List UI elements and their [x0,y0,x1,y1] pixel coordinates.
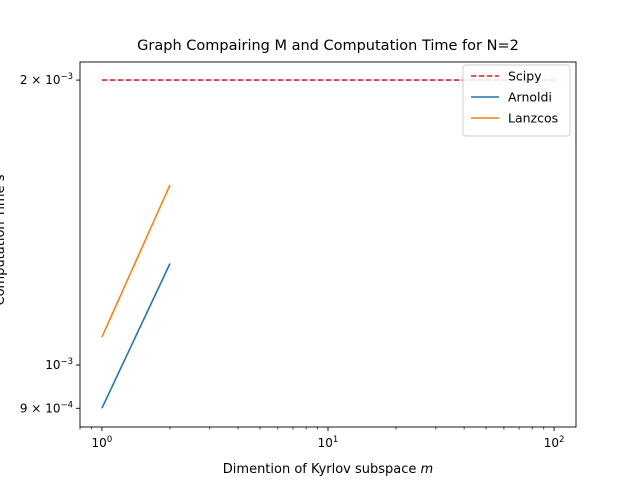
y-tick-label: 2 × 10−3 [20,72,73,87]
x-tick-label: 100 [92,435,113,450]
y-tick-label: 9 × 10−4 [20,400,73,415]
series-line-lanzcos [101,184,171,338]
y-axis-label: Computation Time s [0,174,8,305]
legend-label-arnoldi: Arnoldi [508,90,552,105]
series-line-arnoldi [101,263,171,409]
x-tick-label: 101 [318,435,339,450]
axis-ticks: 100 101 102 9 × 10−4 10−3 2 × 10−3 [20,72,565,450]
legend-label-scipy: Scipy [508,69,542,84]
x-axis-label-variable: m [421,462,434,477]
y-tick-label: 10−3 [45,357,73,372]
x-axis-label: Dimention of Kyrlov subspace m [223,462,433,477]
chart-title: Graph Compairing M and Computation Time … [137,38,519,54]
x-tick-label: 102 [544,435,565,450]
x-axis-label-text: Dimention of Kyrlov subspace [223,462,421,477]
legend-label-lanzcos: Lanzcos [508,111,558,126]
legend: Scipy Arnoldi Lanzcos [462,64,571,137]
